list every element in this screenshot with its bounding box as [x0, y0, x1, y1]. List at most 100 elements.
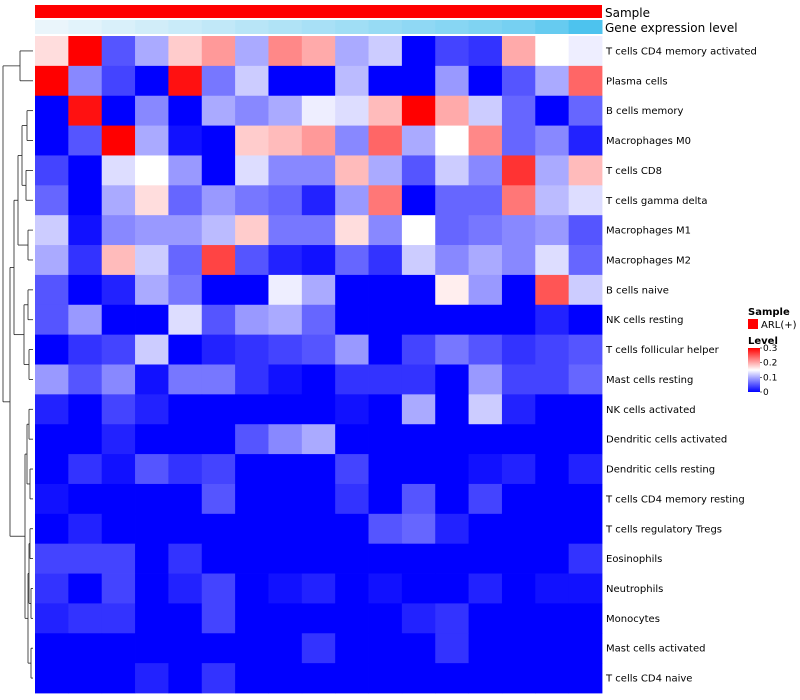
heatmap-cell — [268, 95, 303, 126]
heatmap-cell — [35, 65, 69, 97]
heatmap-cell — [535, 573, 570, 604]
legend-tick-label: 0.2 — [763, 359, 777, 369]
row-label: Plasma cells — [606, 76, 668, 87]
heatmap-cell — [501, 36, 536, 67]
expression-annotation-cell — [335, 20, 370, 34]
heatmap-cell — [35, 155, 69, 186]
heatmap-cell — [235, 304, 269, 336]
heatmap-cell — [568, 95, 603, 126]
heatmap-cell — [501, 483, 536, 515]
heatmap-cell — [268, 633, 303, 664]
heatmap-cell — [68, 125, 103, 156]
row-label: Macrophages M0 — [606, 136, 691, 147]
row-label: NK cells resting — [606, 315, 683, 326]
heatmap-cell — [135, 155, 169, 186]
heatmap-cell — [368, 274, 403, 306]
heatmap-cell — [135, 334, 169, 365]
row-label: Eosinophils — [606, 554, 662, 565]
heatmap-cell — [435, 125, 469, 156]
heatmap-cell — [168, 483, 203, 515]
heatmap-cell — [468, 633, 503, 664]
heatmap-cell — [435, 65, 469, 97]
heatmap-cell — [268, 424, 303, 455]
heatmap-cell — [435, 334, 469, 365]
heatmap-cell — [68, 36, 103, 67]
heatmap-cell — [101, 274, 136, 306]
legend-tick-label: 0 — [763, 388, 769, 398]
heatmap-cell — [335, 245, 369, 276]
heatmap-cell — [368, 155, 403, 186]
heatmap-cell — [401, 394, 436, 425]
heatmap-cell — [201, 483, 236, 515]
heatmap-cell — [301, 454, 336, 485]
heatmap-cell — [468, 36, 503, 67]
heatmap-cell — [235, 334, 269, 365]
heatmap-cell — [568, 424, 603, 455]
heatmap-cell — [268, 36, 303, 67]
heatmap-cell — [235, 274, 269, 306]
heatmap-cell — [435, 633, 469, 664]
heatmap-cell — [301, 663, 336, 694]
heatmap-cell — [235, 483, 269, 515]
heatmap-cell — [135, 65, 169, 97]
heatmap-cell — [168, 513, 203, 545]
heatmap-cell — [68, 663, 103, 694]
heatmap-cell — [368, 633, 403, 664]
heatmap-cell — [368, 483, 403, 515]
heatmap-cell — [535, 274, 570, 306]
heatmap-cell — [535, 513, 570, 545]
heatmap-cell — [468, 95, 503, 126]
heatmap-cell — [35, 424, 69, 455]
heatmap-cell — [168, 155, 203, 186]
heatmap-cell — [335, 513, 369, 545]
heatmap-cell — [135, 364, 169, 395]
heatmap-cell — [335, 603, 369, 634]
heatmap-cell — [168, 125, 203, 156]
heatmap-cell — [468, 573, 503, 604]
heatmap-cell — [235, 65, 269, 97]
heatmap-cell — [235, 633, 269, 664]
heatmap-cell — [435, 95, 469, 126]
heatmap-cell — [368, 65, 403, 97]
heatmap-cell — [301, 185, 336, 216]
heatmap-cell — [535, 364, 570, 395]
heatmap-cell — [501, 334, 536, 365]
heatmap-cell — [168, 185, 203, 216]
heatmap-cell — [101, 454, 136, 485]
heatmap-cell — [535, 334, 570, 365]
heatmap-cell — [168, 394, 203, 425]
heatmap-cell — [168, 215, 203, 246]
heatmap-cell — [401, 663, 436, 694]
heatmap-cell — [235, 424, 269, 455]
heatmap-cell — [235, 454, 269, 485]
heatmap-cell — [401, 513, 436, 545]
heatmap-cell — [68, 633, 103, 664]
legend-tick-label: 0.1 — [763, 373, 777, 383]
heatmap-cell — [101, 394, 136, 425]
heatmap-cell — [168, 65, 203, 97]
heatmap-cell — [468, 364, 503, 395]
heatmap-cell — [268, 334, 303, 365]
heatmap-cell — [468, 215, 503, 246]
heatmap-cell — [368, 215, 403, 246]
heatmap-cell — [235, 603, 269, 634]
expression-annotation-cell — [301, 20, 336, 34]
heatmap-cell — [35, 95, 69, 126]
heatmap-cell — [335, 304, 369, 336]
heatmap-cell — [268, 454, 303, 485]
heatmap-cell — [268, 215, 303, 246]
heatmap-cell — [135, 543, 169, 574]
expression-annotation-cell — [368, 20, 403, 34]
heatmap-cell — [401, 245, 436, 276]
heatmap-cell — [68, 543, 103, 574]
heatmap-cell — [335, 185, 369, 216]
legend-level-ticks: 0.3 0.2 0.1 0 — [760, 344, 777, 398]
row-label: T cells CD4 naive — [605, 674, 692, 685]
heatmap-cell — [101, 364, 136, 395]
heatmap-cell — [168, 95, 203, 126]
heatmap-cell — [201, 394, 236, 425]
heatmap-cell — [401, 304, 436, 336]
heatmap-cell — [101, 573, 136, 604]
heatmap-cell — [235, 513, 269, 545]
heatmap-cell — [135, 513, 169, 545]
